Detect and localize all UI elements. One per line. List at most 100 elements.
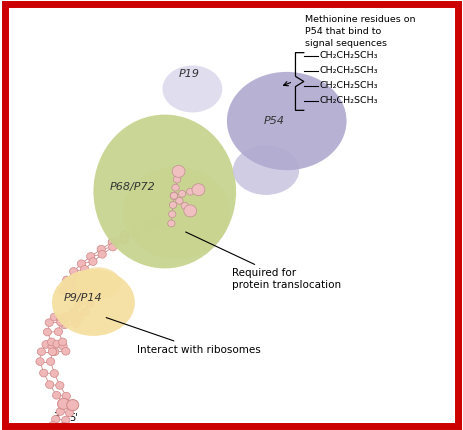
Circle shape [187, 207, 194, 214]
Circle shape [69, 401, 77, 409]
Circle shape [50, 313, 58, 321]
Circle shape [170, 192, 178, 199]
Circle shape [192, 184, 205, 196]
Circle shape [58, 338, 67, 346]
Circle shape [131, 225, 140, 233]
Circle shape [74, 274, 82, 282]
Circle shape [63, 280, 71, 288]
Circle shape [65, 409, 74, 417]
Ellipse shape [94, 115, 236, 268]
Circle shape [40, 369, 48, 377]
Circle shape [69, 267, 78, 275]
Circle shape [77, 260, 86, 267]
Circle shape [57, 398, 69, 409]
Circle shape [176, 197, 183, 204]
Ellipse shape [233, 145, 299, 195]
Ellipse shape [227, 72, 347, 170]
Circle shape [73, 283, 81, 291]
Circle shape [98, 250, 106, 258]
Circle shape [50, 370, 58, 378]
Circle shape [120, 236, 128, 244]
Circle shape [56, 315, 65, 322]
Text: P19: P19 [179, 69, 200, 79]
Circle shape [50, 348, 59, 356]
Text: CH₂CH₂SCH₃: CH₂CH₂SCH₃ [320, 66, 378, 75]
Ellipse shape [123, 167, 230, 259]
Circle shape [62, 313, 70, 320]
Text: 3': 3' [54, 412, 63, 421]
Ellipse shape [163, 65, 222, 113]
Ellipse shape [75, 267, 121, 299]
Circle shape [170, 192, 178, 199]
Circle shape [109, 243, 117, 251]
Circle shape [46, 358, 55, 366]
Circle shape [62, 392, 70, 400]
Text: CH₂CH₂SCH₃: CH₂CH₂SCH₃ [320, 96, 378, 105]
Circle shape [62, 347, 70, 355]
Text: Required for
protein translocation: Required for protein translocation [186, 232, 341, 290]
Text: Methionine residues on: Methionine residues on [305, 15, 416, 24]
Circle shape [63, 276, 71, 284]
Circle shape [73, 279, 81, 286]
Circle shape [153, 216, 161, 224]
Circle shape [48, 343, 56, 350]
Circle shape [36, 358, 44, 366]
Circle shape [178, 190, 186, 197]
Circle shape [69, 314, 77, 322]
Circle shape [153, 219, 161, 227]
Circle shape [88, 290, 96, 298]
Circle shape [172, 184, 179, 191]
Circle shape [53, 340, 61, 348]
Circle shape [56, 408, 64, 415]
Circle shape [68, 279, 76, 287]
Circle shape [169, 211, 176, 218]
Circle shape [195, 186, 202, 193]
Circle shape [143, 220, 151, 228]
Text: P9/P14: P9/P14 [63, 293, 102, 303]
Circle shape [45, 381, 54, 388]
Text: CH₂CH₂SCH₃: CH₂CH₂SCH₃ [320, 51, 378, 60]
Circle shape [84, 282, 93, 290]
Circle shape [69, 285, 78, 292]
Text: CH₂CH₂SCH₃: CH₂CH₂SCH₃ [320, 81, 378, 90]
Circle shape [38, 348, 45, 356]
Circle shape [42, 341, 50, 348]
Circle shape [168, 220, 175, 227]
Circle shape [169, 202, 177, 209]
Circle shape [47, 338, 56, 346]
Circle shape [81, 308, 89, 315]
Circle shape [74, 300, 82, 308]
Circle shape [75, 314, 83, 321]
Circle shape [173, 176, 181, 183]
Text: Interact with ribosomes: Interact with ribosomes [106, 318, 261, 355]
Circle shape [89, 258, 97, 265]
Circle shape [59, 400, 68, 408]
Circle shape [143, 224, 151, 231]
Circle shape [59, 400, 68, 408]
Circle shape [86, 300, 94, 307]
Circle shape [170, 192, 178, 199]
Text: P54 that bind to: P54 that bind to [305, 27, 382, 36]
Circle shape [170, 192, 178, 199]
Circle shape [69, 401, 77, 409]
Circle shape [59, 287, 67, 295]
Circle shape [184, 205, 197, 217]
Text: signal sequences: signal sequences [305, 39, 387, 48]
Text: 5': 5' [69, 413, 78, 423]
Circle shape [43, 328, 51, 336]
Circle shape [62, 416, 70, 424]
Circle shape [63, 314, 72, 321]
Circle shape [79, 277, 88, 285]
Ellipse shape [52, 269, 135, 336]
Circle shape [97, 246, 106, 253]
Circle shape [49, 421, 57, 429]
Circle shape [51, 415, 60, 423]
Circle shape [175, 168, 182, 175]
Circle shape [56, 318, 65, 326]
Circle shape [87, 252, 95, 260]
Circle shape [181, 203, 188, 209]
Text: P54: P54 [264, 116, 285, 126]
Circle shape [72, 320, 80, 328]
Circle shape [108, 238, 116, 246]
Circle shape [187, 188, 194, 195]
